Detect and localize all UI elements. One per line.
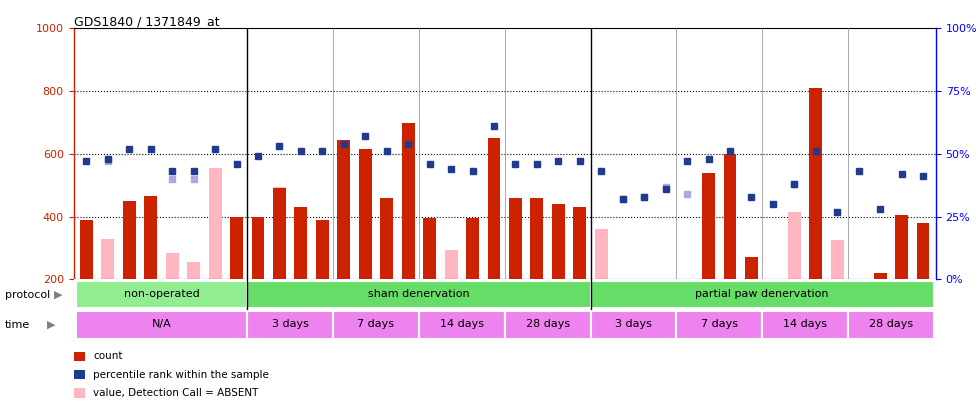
Bar (101, 239, 115, 279)
Text: count: count (93, 352, 122, 361)
Bar (809, 88, 822, 279)
Bar (316, 220, 328, 279)
Bar (359, 149, 371, 279)
Bar (247, 281, 591, 308)
Bar (273, 188, 286, 279)
Text: protocol: protocol (5, 290, 50, 300)
Bar (466, 218, 479, 279)
Bar (209, 168, 221, 279)
Text: 28 days: 28 days (869, 320, 913, 329)
Bar (75, 311, 247, 339)
Text: ▶: ▶ (54, 290, 63, 300)
Bar (273, 187, 286, 279)
Bar (595, 229, 608, 279)
Bar (509, 198, 522, 279)
Bar (423, 218, 436, 279)
Bar (333, 311, 418, 339)
Bar (848, 311, 934, 339)
Text: GDS1840 / 1371849_at: GDS1840 / 1371849_at (74, 15, 220, 28)
Bar (505, 311, 591, 339)
Bar (831, 240, 844, 279)
Bar (552, 204, 564, 279)
Text: ▶: ▶ (47, 320, 56, 330)
Bar (681, 279, 694, 281)
Bar (418, 311, 505, 339)
Bar (144, 196, 157, 279)
Bar (337, 140, 350, 279)
Text: 7 days: 7 days (358, 320, 395, 329)
Text: value, Detection Call = ABSENT: value, Detection Call = ABSENT (93, 388, 259, 398)
Bar (745, 258, 758, 279)
Text: 14 days: 14 days (440, 320, 484, 329)
Bar (487, 138, 501, 279)
Bar (660, 279, 672, 290)
Bar (762, 311, 848, 339)
Bar (294, 207, 308, 279)
Text: 14 days: 14 days (783, 320, 827, 329)
Text: non-operated: non-operated (123, 289, 199, 299)
Bar (676, 311, 762, 339)
Bar (874, 273, 887, 279)
Bar (80, 220, 93, 279)
Bar (445, 249, 458, 279)
Bar (788, 212, 801, 279)
Bar (723, 154, 736, 279)
Bar (230, 217, 243, 279)
Bar (530, 198, 543, 279)
Text: 3 days: 3 days (271, 320, 309, 329)
Text: percentile rank within the sample: percentile rank within the sample (93, 370, 269, 379)
Bar (702, 173, 715, 279)
Text: sham denervation: sham denervation (368, 289, 469, 299)
Text: N/A: N/A (152, 320, 172, 329)
Text: 28 days: 28 days (525, 320, 569, 329)
Text: partial paw denervation: partial paw denervation (696, 289, 829, 299)
Bar (573, 207, 586, 279)
Bar (380, 198, 393, 279)
Bar (187, 262, 200, 279)
Text: 3 days: 3 days (615, 320, 652, 329)
Bar (591, 281, 934, 308)
Bar (166, 253, 178, 279)
Bar (402, 122, 415, 279)
Bar (252, 217, 265, 279)
Text: time: time (5, 320, 30, 330)
Bar (895, 215, 908, 279)
Bar (247, 311, 333, 339)
Bar (122, 201, 135, 279)
Bar (916, 223, 929, 279)
Text: 7 days: 7 days (701, 320, 738, 329)
Bar (75, 281, 247, 308)
Bar (591, 311, 676, 339)
Bar (638, 279, 651, 290)
